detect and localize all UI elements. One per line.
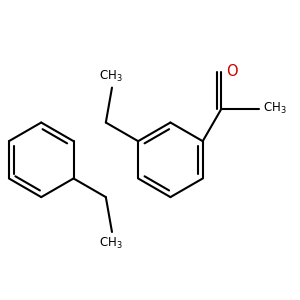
- Text: O: O: [226, 64, 238, 79]
- Text: CH$_3$: CH$_3$: [262, 101, 286, 116]
- Text: CH$_3$: CH$_3$: [99, 69, 123, 84]
- Text: CH$_3$: CH$_3$: [99, 236, 123, 251]
